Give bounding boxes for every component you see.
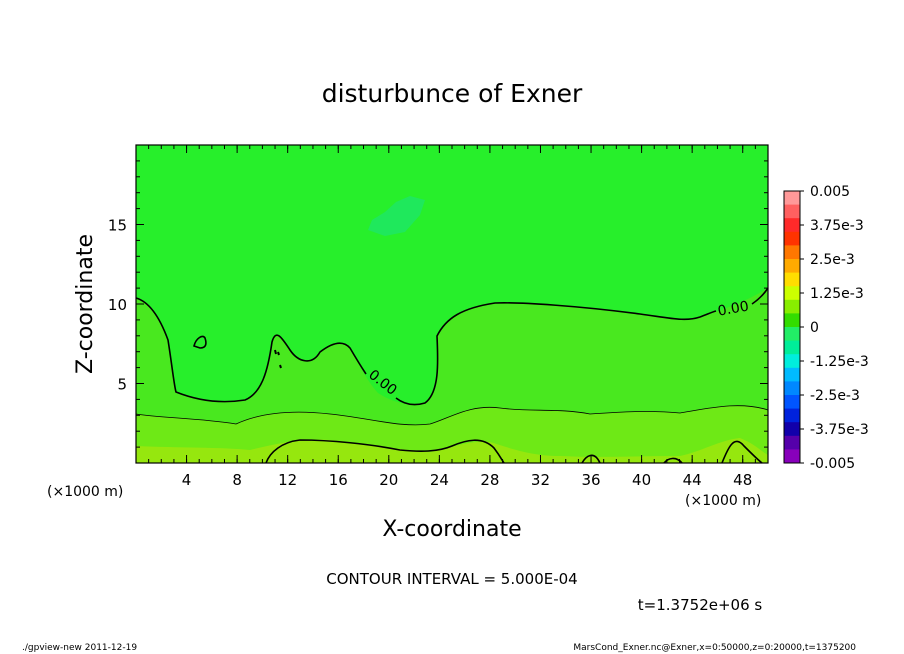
colorbar-swatch	[784, 204, 800, 219]
colorbar-swatch	[784, 327, 800, 342]
x-tick-label: 16	[329, 471, 348, 489]
x-tick-label: 12	[278, 471, 297, 489]
x-tick-label: 4	[182, 471, 192, 489]
x-tick-label: 20	[379, 471, 398, 489]
y-tick-label: 5	[117, 376, 127, 394]
colorbar-swatch	[784, 367, 800, 382]
colorbar-swatch	[784, 313, 800, 328]
y-axis: 5 10 15	[108, 144, 768, 464]
colorbar-swatch	[784, 191, 800, 206]
x-axis: 4 8 12 16 20 24 28 32 36 40 44 48	[135, 145, 769, 489]
colorbar-tick-label: 3.75e-3	[810, 218, 864, 234]
field-bottom-region	[136, 438, 768, 463]
colorbar-tick-label: 1.25e-3	[810, 286, 864, 302]
plot-area: 0.00 0.00	[135, 144, 769, 464]
time-text: t=1.3752e+06 s	[638, 596, 763, 614]
colorbar-swatch	[784, 245, 800, 260]
x-tick-label: 32	[531, 471, 550, 489]
colorbar-swatch	[784, 408, 800, 423]
contour-interval-text: CONTOUR INTERVAL = 5.000E-04	[326, 570, 577, 588]
colorbar-swatch	[784, 340, 800, 355]
footer-left: ./gpview-new 2011-12-19	[22, 643, 137, 653]
colorbar	[783, 190, 801, 464]
y-axis-label: Z-coordinate	[73, 234, 98, 374]
colorbar-labels: 0.005 3.75e-3 2.5e-3 1.25e-3 0 -1.25e-3 -2.5e-…	[800, 184, 869, 472]
x-tick-label: 8	[232, 471, 242, 489]
y-tick-label: 10	[108, 296, 127, 314]
x-unit-label-left: (×1000 m)	[47, 484, 123, 500]
colorbar-tick-label: 0.005	[810, 184, 850, 200]
x-tick-label: 48	[733, 471, 752, 489]
contour-line-lower	[265, 439, 763, 464]
colorbar-swatch	[784, 449, 800, 464]
colorbar-swatch	[784, 218, 800, 233]
colorbar-tick-label: 0	[810, 320, 819, 336]
colorbar-tick-label: -0.005	[810, 456, 855, 472]
y-tick-label: 15	[108, 217, 127, 235]
x-tick-label: 28	[480, 471, 499, 489]
x-axis-label: X-coordinate	[382, 517, 521, 542]
colorbar-swatch	[784, 299, 800, 314]
colorbar-tick-label: -2.5e-3	[810, 388, 860, 404]
footer-right: MarsCond_Exner.nc@Exner,x=0:50000,z=0:20…	[573, 643, 856, 653]
colorbar-tick-label: -3.75e-3	[810, 422, 869, 438]
colorbar-tick-label: 2.5e-3	[810, 252, 855, 268]
colorbar-tick-label: -1.25e-3	[810, 354, 869, 370]
x-tick-label: 40	[632, 471, 651, 489]
colorbar-swatch	[784, 381, 800, 396]
colorbar-swatch	[784, 435, 800, 450]
contour-label: 0.00	[717, 298, 750, 319]
x-unit-label-right: (×1000 m)	[685, 493, 761, 509]
colorbar-swatch	[784, 286, 800, 301]
field-upper-patch	[368, 196, 425, 236]
chart-title: disturbunce of Exner	[322, 79, 583, 108]
colorbar-swatch	[784, 272, 800, 287]
contour-line-zero	[135, 287, 769, 406]
colorbar-swatch	[784, 259, 800, 274]
colorbar-swatch	[784, 395, 800, 410]
colorbar-swatch	[784, 422, 800, 437]
colorbar-swatch	[784, 231, 800, 246]
x-tick-label: 44	[683, 471, 702, 489]
x-tick-label: 24	[430, 471, 449, 489]
contour-line-small-loop	[193, 335, 207, 349]
x-tick-label: 36	[581, 471, 600, 489]
contour-line-dots	[274, 349, 282, 369]
colorbar-swatch	[784, 354, 800, 369]
contour-line-thin	[135, 405, 769, 426]
